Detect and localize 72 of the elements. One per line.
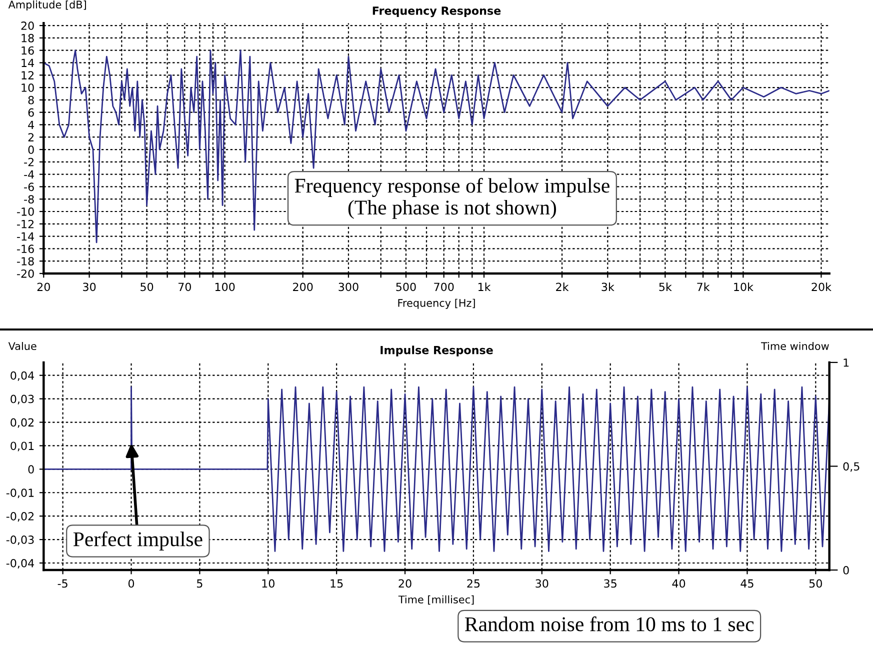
x-tick-label: -5 (58, 579, 68, 588)
y-tick-label: 4 (28, 120, 34, 129)
x-tick-label: 50 (140, 282, 154, 292)
x-tick-label: 7k (697, 282, 710, 291)
y-tick-label: 10 (22, 84, 34, 92)
x-tick-label: 0 (128, 579, 134, 588)
y-tick-label: 16 (22, 46, 34, 55)
x-tick-label: 5 (197, 579, 202, 588)
y-tick-label: -0,03 (6, 536, 34, 546)
x-tick-label: 50 (809, 579, 822, 588)
x-tick-label: 15 (330, 579, 343, 588)
y2-tick-label: 1 (844, 358, 849, 367)
y-tick-label: -0,02 (6, 512, 34, 522)
x-tick-label: 20 (398, 579, 412, 588)
text: Random noise from 10 ms to 1 sec (465, 616, 754, 632)
x-tick-label: 500 (396, 282, 416, 292)
y-tick-label: 6 (28, 108, 34, 117)
x-tick-label: 1k (478, 282, 491, 291)
y-tick-label: 0 (28, 465, 34, 474)
x-tick-label: 10 (262, 579, 274, 588)
chart-title: Impulse Response (380, 346, 493, 356)
x-axis-title: Frequency [Hz] (398, 298, 475, 309)
y2-tick-label: 0,5 (843, 462, 860, 472)
y-tick-label: -8 (24, 195, 34, 204)
x-tick-label: 20k (812, 282, 832, 292)
y-tick-label: 2 (28, 133, 34, 142)
y-tick-label: -4 (24, 170, 34, 179)
x-tick-label: 20 (37, 282, 50, 292)
y-tick-label: -12 (17, 220, 34, 228)
x-axis-title: Time [millisec] (398, 595, 474, 605)
y-tick-label: 0 (28, 145, 34, 154)
y2-axis-title: Time window (761, 342, 829, 350)
y-tick-label: -6 (24, 182, 34, 192)
annotation: Perfect impulse (73, 531, 202, 551)
y-axis-title: Amplitude [dB] (8, 0, 86, 11)
y-tick-label: 0,04 (10, 371, 34, 381)
x-tick-label: 40 (672, 579, 686, 588)
x-tick-label: 30 (83, 282, 96, 292)
y-tick-label: -14 (17, 232, 34, 241)
annotation: Frequency response of below impulse (The phase is not shown) (294, 178, 610, 219)
x-tick-label: 2k (556, 282, 569, 291)
y-tick-label: -2 (24, 158, 34, 166)
x-tick-label: 700 (434, 282, 454, 292)
chart-title: Frequency Response (372, 6, 501, 18)
y-tick-label: -16 (17, 244, 34, 254)
x-tick-label: 25 (467, 579, 480, 588)
x-tick-label: 200 (293, 282, 313, 292)
x-tick-label: 3k (602, 282, 614, 292)
y-tick-label: 0,02 (10, 418, 34, 428)
y-tick-label: 18 (22, 34, 34, 42)
x-tick-label: 35 (604, 579, 616, 588)
y-tick-label: -0,04 (6, 558, 34, 569)
x-tick-label: 70 (178, 282, 191, 292)
line-series (44, 386, 830, 552)
y-tick-label: 0,03 (10, 394, 34, 404)
y-tick-label: 12 (22, 71, 34, 80)
y-tick-label: -10 (17, 207, 34, 216)
x-tick-label: 5k (659, 282, 672, 292)
y-tick-label: 8 (28, 96, 34, 104)
x-tick-label: 30 (536, 579, 548, 588)
x-tick-label: 45 (740, 579, 754, 588)
y2-tick-label: 0 (843, 566, 849, 574)
y-tick-label: 20 (21, 22, 34, 30)
y-tick-label: -18 (17, 257, 34, 266)
y-tick-label: 0,01 (10, 442, 34, 452)
x-tick-label: 10k (734, 282, 754, 292)
y-tick-label: 14 (22, 58, 34, 67)
x-tick-label: 300 (338, 282, 358, 292)
x-tick-label: 100 (215, 282, 235, 292)
y-axis-title: Value (8, 342, 36, 350)
y-tick-label: -0,01 (6, 488, 34, 498)
y-tick-label: -20 (17, 269, 34, 278)
